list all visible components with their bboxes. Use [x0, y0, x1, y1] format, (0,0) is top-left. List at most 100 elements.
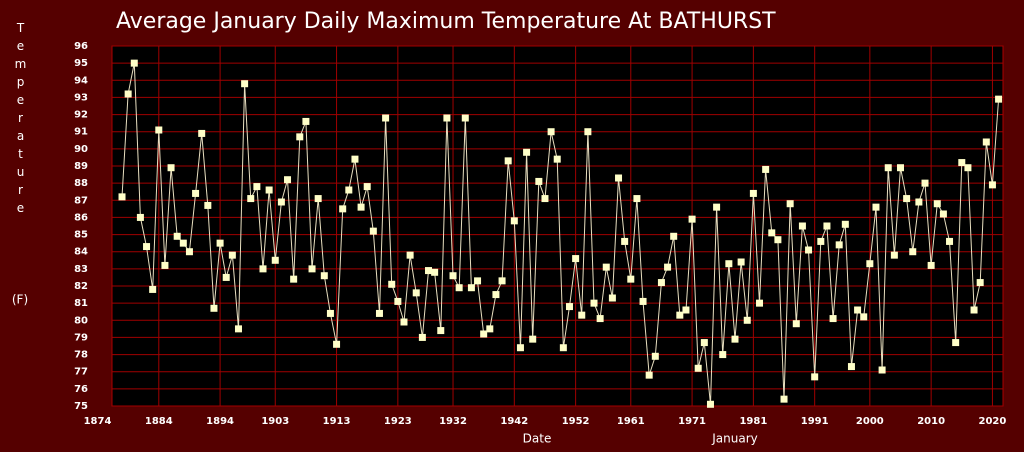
data-point [651, 352, 659, 360]
data-point [890, 251, 898, 259]
data-point [284, 176, 292, 184]
data-point [866, 260, 874, 268]
data-point [143, 243, 151, 251]
data-point [639, 297, 647, 305]
data-point [559, 344, 567, 352]
data-point [847, 363, 855, 371]
data-point [192, 189, 200, 197]
data-point [136, 213, 144, 221]
y-axis-label-text: Temperature [14, 21, 28, 219]
data-point [590, 299, 598, 307]
x-tick-label: 1874 [84, 416, 112, 427]
data-point [510, 217, 518, 225]
data-point [878, 366, 886, 374]
data-point [345, 186, 353, 194]
data-point [762, 165, 770, 173]
data-point [492, 291, 500, 299]
data-point [725, 260, 733, 268]
y-tick-label: 85 [74, 230, 88, 241]
data-point [185, 248, 193, 256]
data-point [584, 128, 592, 136]
data-point [694, 364, 702, 372]
data-point [204, 201, 212, 209]
data-point [988, 181, 996, 189]
data-point [903, 195, 911, 203]
data-point [425, 267, 433, 275]
x-tick-label: 1923 [384, 416, 412, 427]
y-unit: (F) [12, 293, 28, 307]
y-tick-label: 83 [74, 264, 88, 275]
data-point [547, 128, 555, 136]
y-tick-label: 95 [74, 58, 88, 69]
data-point [719, 351, 727, 359]
data-point [608, 294, 616, 302]
data-point [970, 306, 978, 314]
data-point [486, 325, 494, 333]
data-point [351, 155, 359, 163]
data-point [731, 335, 739, 343]
data-point [774, 236, 782, 244]
y-tick-label: 79 [74, 332, 88, 343]
data-point [265, 186, 273, 194]
data-point [363, 183, 371, 191]
plot-area [111, 45, 1004, 407]
data-point [700, 339, 708, 347]
data-point [615, 174, 623, 182]
data-point [706, 400, 714, 408]
data-point [523, 148, 531, 156]
data-point [676, 311, 684, 319]
data-point [682, 306, 690, 314]
data-point [388, 280, 396, 288]
data-point [333, 340, 341, 348]
data-point [688, 215, 696, 223]
data-point [382, 114, 390, 122]
data-point [915, 198, 923, 206]
data-point [234, 325, 242, 333]
data-point [909, 248, 917, 256]
data-point [768, 229, 776, 237]
data-point [259, 265, 267, 273]
data-point [247, 195, 255, 203]
y-tick-label: 77 [74, 367, 88, 378]
data-point [406, 251, 414, 259]
data-point [670, 232, 678, 240]
data-point [412, 289, 420, 297]
data-point [302, 117, 310, 125]
data-point [216, 239, 224, 247]
y-tick-label: 88 [74, 178, 88, 189]
data-point [461, 114, 469, 122]
y-tick-label: 86 [74, 212, 88, 223]
data-point [749, 189, 757, 197]
data-point [946, 237, 954, 245]
y-tick-label: 89 [74, 161, 88, 172]
y-tick-label: 87 [74, 195, 88, 206]
x-tick-label: 1913 [323, 416, 351, 427]
data-point [418, 333, 426, 341]
y-tick-label: 93 [74, 92, 88, 103]
data-point [271, 256, 279, 264]
data-point [854, 306, 862, 314]
data-point [161, 261, 169, 269]
data-point [817, 237, 825, 245]
data-point [467, 284, 475, 292]
y-tick-label: 80 [74, 315, 88, 326]
data-point [933, 200, 941, 208]
data-point [449, 272, 457, 280]
y-tick-label: 96 [74, 41, 88, 52]
x-axis-label: Date [523, 432, 552, 446]
data-point [927, 261, 935, 269]
x-tick-label: 1981 [739, 416, 767, 427]
data-point [835, 241, 843, 249]
x-tick-label: 2020 [979, 416, 1007, 427]
x-tick-label: 1991 [801, 416, 829, 427]
x-tick-label: 2000 [856, 416, 884, 427]
data-point [437, 327, 445, 335]
data-point [823, 222, 831, 230]
y-tick-label: 90 [74, 144, 88, 155]
data-point [995, 95, 1003, 103]
y-tick-label: 81 [74, 298, 88, 309]
data-point [455, 284, 463, 292]
data-point [572, 255, 580, 263]
x-tick-label: 1903 [261, 416, 289, 427]
data-point [130, 59, 138, 67]
